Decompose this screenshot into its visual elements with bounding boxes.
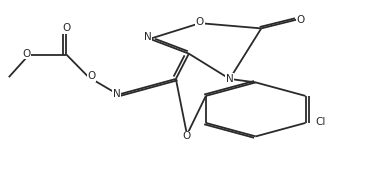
Text: N: N	[144, 32, 152, 42]
Text: O: O	[22, 49, 30, 59]
Text: O: O	[196, 17, 204, 27]
Text: O: O	[183, 131, 191, 141]
Text: N: N	[113, 89, 120, 99]
Text: N: N	[226, 74, 234, 84]
Text: O: O	[88, 71, 96, 81]
Text: O: O	[297, 15, 305, 25]
Text: Cl: Cl	[315, 117, 325, 127]
Text: O: O	[62, 23, 70, 33]
